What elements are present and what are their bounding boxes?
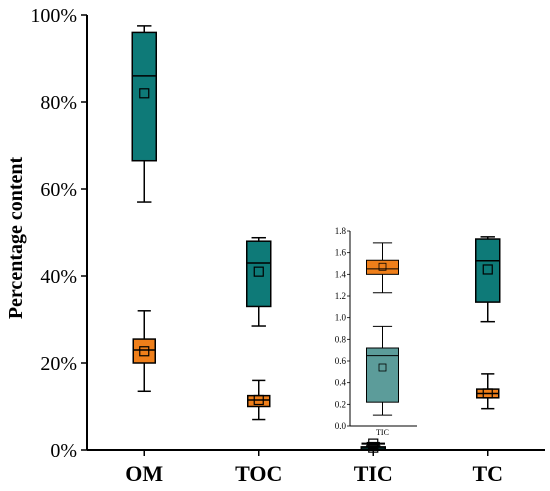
x-tick-label: TC: [472, 461, 503, 486]
inset-y-tick-label: 1.4: [335, 269, 347, 279]
inset-y-tick-label: 0.4: [335, 378, 347, 388]
inset-y-tick-label: 1.0: [335, 313, 347, 323]
box-orange-tc-mean-marker: [482, 388, 493, 399]
x-tick-label: TIC: [354, 461, 393, 486]
box-orange-om-box: [132, 338, 156, 364]
y-tick-label: 20%: [40, 353, 77, 375]
inset-y-tick-label: 0.6: [335, 356, 347, 366]
inset-box-orange-mean-marker: [378, 262, 387, 271]
x-tick-label: TOC: [235, 461, 282, 486]
box-orange-toc-mean-marker: [253, 394, 264, 406]
box-teal-tc-box: [475, 238, 501, 303]
x-tick-label: OM: [125, 461, 163, 486]
inset-y-tick-label: 1.2: [335, 291, 346, 301]
inset-plot-area: 0.0 0.2 0.4 0.6 0.8 1.0 1.2 1.4 1.6 1.8 TIC: [335, 226, 417, 437]
inset-box-teal-mean-marker: [378, 363, 387, 372]
y-tick-label: 80%: [40, 92, 77, 114]
inset-x-tick-label: TIC: [376, 428, 389, 437]
inset-y-tick-label: 0.2: [335, 399, 346, 409]
y-tick-label: 0%: [50, 440, 77, 462]
box-teal-toc-mean-marker: [253, 266, 264, 277]
box-teal-toc-box: [246, 240, 272, 308]
inset-y-tick-label: 1.8: [335, 226, 347, 236]
main-plot-area: 0% 20% 40% 60% 80% 100% OM TOC TIC TC: [30, 5, 545, 486]
y-tick-label: 100%: [30, 5, 77, 27]
y-tick-label: 40%: [40, 266, 77, 288]
box-teal-tc-mean-marker: [482, 264, 493, 275]
inset-box-teal-box: [366, 347, 399, 403]
box-teal-om-mean-marker: [139, 88, 150, 99]
inset-box-orange-box: [366, 259, 399, 275]
inset-y-tick-label: 0.8: [335, 334, 347, 344]
box-orange-om-mean-marker: [139, 346, 150, 357]
y-tick-label: 60%: [40, 179, 77, 201]
y-axis-label: Percentage content: [5, 156, 27, 319]
inset-y-tick-label: 1.6: [335, 248, 347, 258]
box-orange-tic-mean-marker: [368, 438, 379, 449]
box-teal-om-box: [131, 31, 157, 162]
inset-y-tick-label: 0.0: [335, 421, 347, 431]
